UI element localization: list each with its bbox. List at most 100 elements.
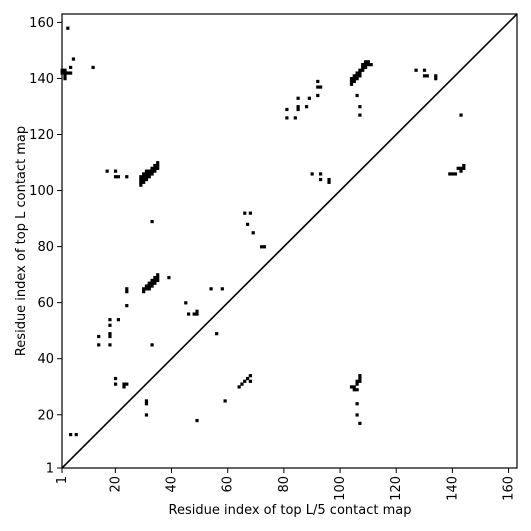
x-tick-label: 40: [165, 476, 180, 493]
contact-point-top-L: [355, 93, 359, 98]
contact-point-top-L: [296, 107, 300, 112]
contact-point-top-L: [355, 77, 359, 81]
contact-point-top-L: [156, 276, 160, 280]
contact-point-top-L: [63, 74, 67, 78]
contact-point-top-L: [139, 175, 143, 179]
contact-point-top-L5: [243, 379, 247, 383]
contact-point-top-L: [156, 278, 160, 283]
contact-point-top-L5: [358, 376, 362, 381]
contact-point-top-L: [139, 183, 143, 187]
contact-point-top-L: [69, 71, 73, 75]
contact-point-top-L: [363, 60, 368, 64]
contact-point-top-L5: [97, 343, 101, 347]
contact-point-top-L: [153, 169, 157, 173]
contact-point-top-L5: [108, 323, 112, 327]
contact-point-top-L: [139, 177, 143, 182]
contact-point-top-L: [156, 166, 160, 170]
contact-point-top-L: [116, 175, 120, 179]
contact-point-top-L: [142, 175, 146, 179]
x-tick-label: 140: [445, 476, 460, 501]
contact-point-top-L: [361, 63, 365, 67]
contact-point-top-L: [66, 26, 70, 30]
contact-point-top-L5: [352, 388, 356, 392]
contact-point-top-L: [422, 74, 427, 78]
contact-point-top-L5: [355, 402, 359, 406]
contact-point-top-L: [349, 77, 354, 81]
contact-point-top-L: [352, 77, 356, 81]
contact-point-top-L: [147, 284, 151, 288]
y-tick-label: 140: [29, 72, 54, 87]
contact-point-top-L5: [462, 163, 466, 168]
contact-point-top-L: [63, 68, 67, 72]
y-axis-label: Residue index of top L contact map: [14, 126, 29, 356]
contact-point-top-L: [414, 68, 418, 72]
contact-point-top-L5: [355, 413, 359, 417]
contact-points: [60, 26, 466, 437]
contact-point-top-L: [425, 74, 429, 78]
contact-point-top-L5: [215, 332, 219, 336]
contact-point-top-L: [293, 116, 297, 120]
contact-point-top-L: [316, 93, 320, 98]
contact-point-top-L5: [459, 113, 463, 117]
contact-point-top-L: [153, 278, 157, 283]
contact-point-top-L: [358, 74, 362, 78]
contact-point-top-L5: [327, 177, 331, 182]
contact-point-top-L5: [223, 399, 227, 403]
contact-point-top-L5: [355, 382, 359, 386]
contact-point-top-L: [363, 65, 368, 70]
contact-point-top-L5: [349, 385, 354, 389]
contact-point-top-L5: [453, 172, 458, 176]
y-tick-label: 1: [46, 462, 54, 477]
contact-point-top-L: [243, 211, 247, 215]
contact-point-top-L: [66, 71, 70, 75]
contact-point-top-L: [147, 172, 151, 176]
contact-point-top-L: [358, 105, 362, 109]
contact-point-top-L: [296, 105, 300, 109]
contact-point-top-L: [150, 219, 154, 224]
contact-point-top-L5: [125, 382, 129, 386]
contact-point-top-L5: [113, 382, 118, 386]
contact-point-top-L: [142, 287, 146, 291]
contact-point-top-L: [195, 312, 199, 316]
y-tick-label: 160: [29, 16, 54, 31]
contact-point-top-L: [144, 284, 149, 288]
contact-point-top-L: [144, 287, 149, 291]
contact-point-top-L5: [69, 432, 73, 437]
contact-point-top-L5: [122, 385, 126, 389]
contact-point-top-L: [150, 278, 154, 283]
contact-point-top-L: [113, 175, 118, 179]
contact-point-top-L5: [318, 177, 323, 182]
contact-point-top-L: [352, 79, 356, 84]
contact-point-top-L: [307, 96, 311, 100]
contact-point-top-L: [366, 63, 370, 67]
contact-point-top-L5: [125, 290, 129, 294]
contact-point-top-L5: [150, 343, 154, 347]
plot-frame: [61, 13, 518, 469]
contact-point-top-L: [153, 163, 157, 168]
y-tick-label: 20: [37, 408, 54, 423]
contact-point-top-L: [366, 60, 370, 64]
contact-point-top-L: [144, 177, 149, 182]
contact-point-top-L: [304, 105, 309, 109]
contact-point-top-L: [220, 287, 224, 291]
contact-point-top-L5: [358, 374, 362, 378]
contact-point-top-L5: [108, 318, 112, 322]
contact-point-top-L: [139, 180, 143, 184]
contact-point-top-L5: [237, 385, 241, 389]
contact-point-top-L: [192, 312, 196, 316]
contact-point-top-L: [156, 273, 160, 277]
contact-point-top-L: [150, 172, 154, 176]
contact-point-top-L5: [97, 334, 101, 339]
contact-point-top-L5: [459, 169, 463, 173]
contact-point-top-L5: [327, 180, 331, 184]
contact-point-top-L5: [352, 385, 356, 389]
contact-point-top-L: [422, 68, 427, 72]
contact-point-top-L: [142, 290, 146, 294]
contact-point-top-L5: [448, 172, 452, 176]
contact-point-top-L5: [144, 413, 149, 417]
contact-point-top-L5: [355, 379, 359, 383]
contact-point-top-L: [434, 77, 438, 81]
contact-point-top-L5: [240, 382, 244, 386]
x-axis-ticks: 1 20 40 60 80 100 120 140 160: [55, 468, 517, 501]
